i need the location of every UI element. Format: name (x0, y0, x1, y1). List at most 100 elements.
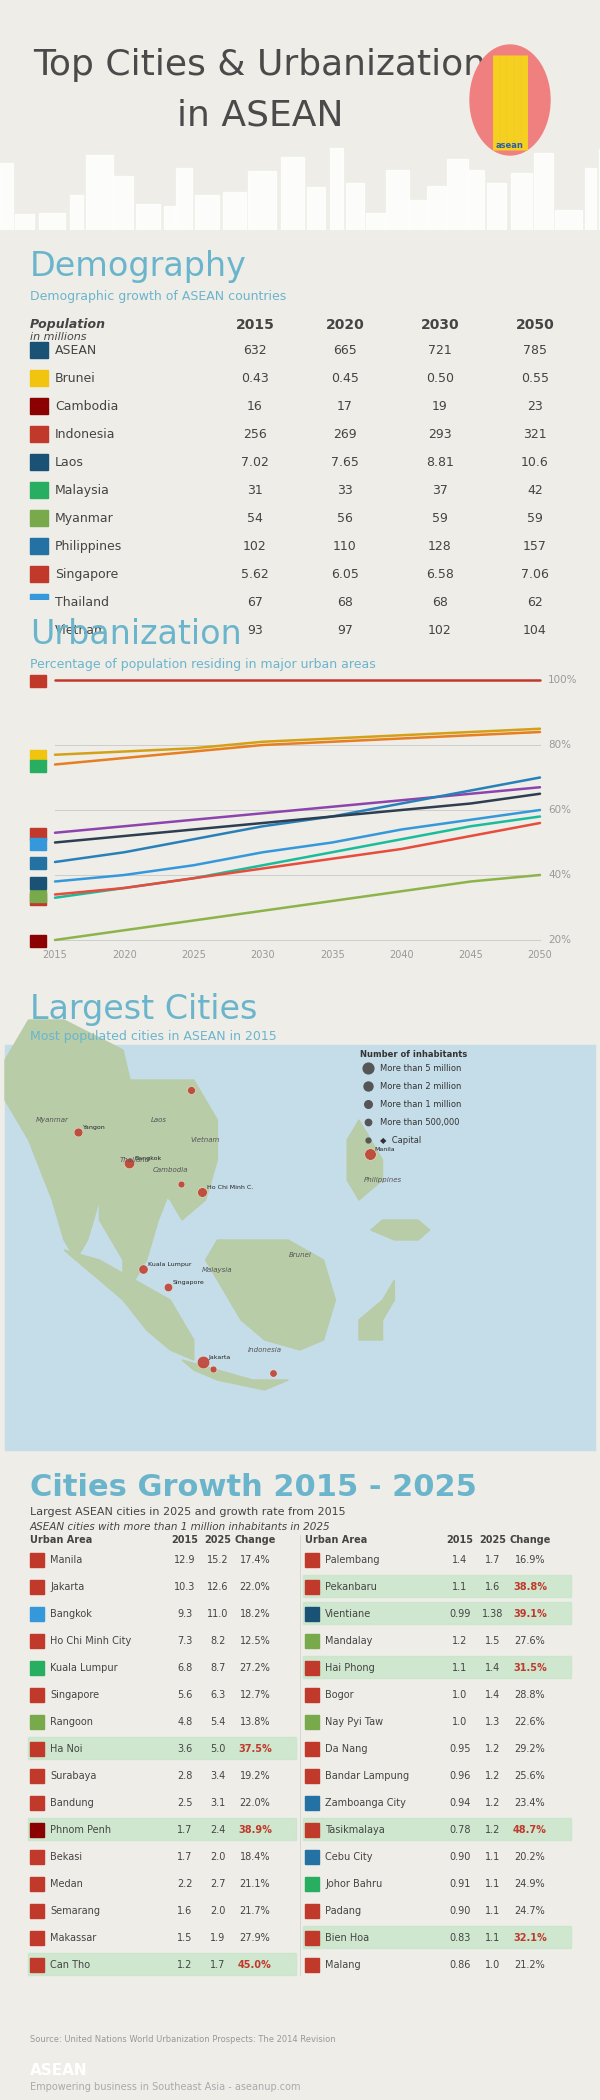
FancyBboxPatch shape (30, 1716, 44, 1728)
Text: 39.1%: 39.1% (513, 1609, 547, 1619)
Text: Medan: Medan (50, 1880, 83, 1890)
Text: 1.2: 1.2 (452, 1636, 467, 1646)
Text: Population: Population (30, 317, 106, 332)
Point (163, 1270, 173, 1304)
FancyBboxPatch shape (30, 934, 46, 947)
Text: Kuala Lumpur: Kuala Lumpur (148, 1262, 191, 1266)
Text: Hai Phong: Hai Phong (325, 1663, 375, 1674)
Text: 0.45: 0.45 (331, 372, 359, 384)
Text: 7.65: 7.65 (331, 456, 359, 468)
Text: 24.7%: 24.7% (515, 1907, 545, 1915)
Text: Bekasi: Bekasi (50, 1852, 82, 1863)
Text: 15.2: 15.2 (207, 1554, 229, 1564)
Text: 0.83: 0.83 (449, 1932, 470, 1942)
FancyBboxPatch shape (30, 483, 48, 498)
Text: Surabaya: Surabaya (50, 1770, 97, 1781)
Text: Thailand: Thailand (55, 596, 109, 609)
Text: 8.2: 8.2 (211, 1636, 226, 1646)
Text: 67: 67 (247, 596, 263, 609)
Polygon shape (371, 1220, 430, 1239)
Text: 38.8%: 38.8% (513, 1581, 547, 1592)
Text: 293: 293 (428, 428, 452, 441)
Text: Jakarta: Jakarta (208, 1354, 230, 1361)
Polygon shape (100, 1100, 182, 1289)
Text: 2025: 2025 (205, 1535, 232, 1546)
Text: 5.0: 5.0 (211, 1743, 226, 1754)
Polygon shape (182, 1361, 288, 1390)
Text: More than 500,000: More than 500,000 (380, 1117, 460, 1126)
FancyBboxPatch shape (303, 1819, 571, 1840)
Text: 40%: 40% (548, 869, 571, 880)
Text: 20%: 20% (548, 934, 571, 945)
Point (208, 1352, 217, 1386)
FancyBboxPatch shape (30, 890, 46, 901)
FancyBboxPatch shape (30, 1796, 44, 1810)
FancyBboxPatch shape (30, 760, 46, 771)
Text: 0.96: 0.96 (449, 1770, 470, 1781)
Text: 22.0%: 22.0% (239, 1798, 271, 1808)
Text: 256: 256 (243, 428, 267, 441)
FancyBboxPatch shape (5, 1046, 595, 1449)
Text: 68: 68 (432, 596, 448, 609)
Text: Change: Change (509, 1535, 551, 1546)
Text: asean: asean (496, 141, 524, 149)
Text: in millions: in millions (30, 332, 86, 342)
Text: 2.0: 2.0 (211, 1852, 226, 1863)
Bar (136, 204, 160, 231)
Point (197, 1176, 207, 1210)
Text: 12.9: 12.9 (174, 1554, 196, 1564)
Text: Bandar Lampung: Bandar Lampung (325, 1770, 409, 1781)
Text: 27.6%: 27.6% (515, 1636, 545, 1646)
Bar (366, 212, 385, 231)
Text: Myanmar: Myanmar (55, 512, 114, 525)
FancyBboxPatch shape (30, 827, 46, 840)
Text: 665: 665 (333, 344, 357, 357)
FancyBboxPatch shape (30, 622, 48, 638)
Text: Top Cities & Urbanization: Top Cities & Urbanization (34, 48, 487, 82)
FancyBboxPatch shape (305, 1716, 319, 1728)
Text: 24.9%: 24.9% (515, 1880, 545, 1890)
Text: 157: 157 (523, 540, 547, 552)
Text: 21.1%: 21.1% (239, 1880, 271, 1890)
Text: Number of inhabitants: Number of inhabitants (360, 1050, 467, 1058)
Text: 56: 56 (337, 512, 353, 525)
Text: Urbanization: Urbanization (30, 617, 242, 651)
Text: 0.95: 0.95 (449, 1743, 471, 1754)
Text: 102: 102 (243, 540, 267, 552)
Text: Palembang: Palembang (325, 1554, 380, 1564)
FancyBboxPatch shape (30, 1850, 44, 1865)
Text: 2.2: 2.2 (177, 1880, 193, 1890)
Text: More than 2 million: More than 2 million (380, 1082, 461, 1090)
Text: Bangkok: Bangkok (134, 1155, 161, 1161)
FancyBboxPatch shape (30, 342, 48, 357)
Text: ASEAN: ASEAN (55, 344, 97, 357)
Text: 6.3: 6.3 (211, 1690, 226, 1701)
Bar (469, 170, 484, 231)
FancyBboxPatch shape (30, 1579, 44, 1594)
Text: 1.9: 1.9 (211, 1932, 226, 1942)
Point (199, 1346, 208, 1380)
Bar (114, 176, 133, 231)
FancyBboxPatch shape (305, 1932, 319, 1945)
FancyBboxPatch shape (30, 454, 48, 470)
FancyBboxPatch shape (305, 1634, 319, 1648)
FancyBboxPatch shape (30, 1743, 44, 1756)
Text: ◆  Capital: ◆ Capital (380, 1136, 421, 1145)
Text: Ho Chi Minh City: Ho Chi Minh City (50, 1636, 131, 1646)
Text: Cebu City: Cebu City (325, 1852, 373, 1863)
FancyBboxPatch shape (30, 1688, 44, 1701)
Text: 2035: 2035 (320, 949, 344, 960)
FancyBboxPatch shape (30, 370, 48, 386)
FancyBboxPatch shape (30, 892, 46, 905)
Text: Laos: Laos (55, 456, 84, 468)
Bar (70, 195, 83, 231)
FancyBboxPatch shape (30, 426, 48, 441)
FancyBboxPatch shape (30, 1823, 44, 1838)
Text: 1.0: 1.0 (452, 1690, 467, 1701)
FancyBboxPatch shape (303, 1575, 571, 1596)
Polygon shape (347, 1119, 383, 1199)
Bar (586, 168, 596, 231)
Text: 31: 31 (247, 483, 263, 496)
Text: Vientiane: Vientiane (325, 1609, 371, 1619)
Text: Ho Chi Minh C.: Ho Chi Minh C. (207, 1184, 253, 1191)
